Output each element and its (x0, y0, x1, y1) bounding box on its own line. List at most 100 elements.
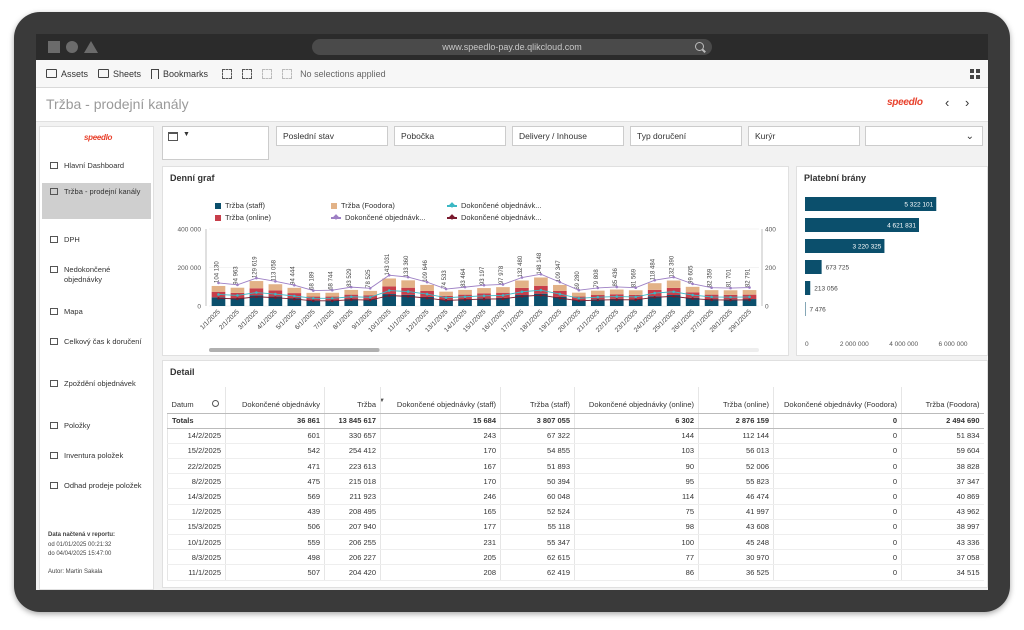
bar-segment (647, 296, 662, 306)
filter-posledni-stav[interactable]: Poslední stav (276, 126, 388, 146)
table-cell: 471 (225, 458, 325, 475)
table-cell: 0 (773, 534, 902, 551)
col-datum[interactable]: Datum (167, 387, 226, 414)
chart-icon (50, 236, 58, 243)
legend-online[interactable]: Tržba (online) (215, 213, 271, 222)
filter-delivery-inhouse[interactable]: Delivery / Inhouse (512, 126, 624, 146)
sidebar-item-trzba[interactable]: Tržba - prodejní kanály (42, 183, 151, 219)
bar-data-label: 118 484 (651, 258, 657, 280)
table-cell: 14/2/2025 (167, 428, 226, 444)
y-tick-label: 0 (197, 304, 201, 311)
y2-tick-label: 0 (765, 304, 769, 311)
col-dokoncene-online[interactable]: Dokončené objednávky (online) (574, 387, 699, 414)
sidebar-item-inventura[interactable]: Inventura položek (42, 447, 151, 465)
table-cell: 3 807 055 (500, 413, 575, 429)
col-trzba-online[interactable]: Tržba (online) (698, 387, 774, 414)
table-row[interactable]: 22/2/2025 471 223 613 167 51 893 90 52 006 0 38 … (167, 458, 984, 475)
sidebar-item-hlavni-dashboard[interactable]: Hlavní Dashboard (42, 157, 151, 175)
table-row[interactable]: 15/2/2025 542 254 412 170 54 855 103 56 013 0 59… (167, 443, 984, 460)
col-dokoncene-staff[interactable]: Dokončené objednávky (staff) (380, 387, 501, 414)
search-icon[interactable] (211, 399, 219, 407)
table-row[interactable]: 8/2/2025 475 215 018 170 50 394 95 55 823 0 37 3… (167, 473, 984, 490)
scrollbar-thumb[interactable] (209, 348, 380, 352)
filter-typ-doruceni[interactable]: Typ doručení (630, 126, 742, 146)
sidebar-item-nedokoncene[interactable]: Nedokončené objednávky (42, 261, 151, 289)
table-cell: 54 855 (500, 443, 575, 460)
device-frame: www.speedlo-pay.de.qlikcloud.com Assets … (14, 12, 1010, 612)
sidebar-item-zpozdeni[interactable]: Zpoždění objednávek (42, 375, 151, 393)
bar-data-label: 133 360 (404, 255, 410, 277)
table-row[interactable]: 14/2/2025 601 330 657 243 67 322 144 112 144 0 5… (167, 428, 984, 444)
table-cell: 165 (380, 504, 501, 520)
col-dokoncene[interactable]: Dokončené objednávky (225, 387, 325, 414)
selection-tool-icon[interactable] (242, 68, 253, 79)
legend-foodora[interactable]: Tržba (Foodora) (331, 201, 395, 210)
filter-dropdown[interactable]: ⌄ (865, 126, 983, 146)
line-point (748, 298, 751, 302)
assets-button[interactable]: Assets (46, 69, 88, 79)
table-cell: 0 (773, 413, 902, 429)
chevron-right-icon[interactable]: › (965, 95, 970, 110)
bar-data-label: 132 480 (518, 255, 524, 277)
bar-data-label: 4 621 831 (887, 223, 916, 230)
table-row[interactable]: 11/1/2025 507 204 420 208 62 419 86 36 525 0 34 … (167, 564, 984, 581)
sidebar-item-label: Odhad prodeje položek (64, 481, 142, 490)
bar-segment (590, 290, 605, 296)
line-point (406, 275, 410, 279)
chevron-left-icon[interactable]: ‹ (945, 95, 950, 110)
bookmarks-button[interactable]: Bookmarks (151, 68, 208, 79)
col-trzba-staff[interactable]: Tržba (staff) (500, 387, 575, 414)
table-cell: 86 (574, 564, 699, 581)
filter-pobocka[interactable]: Pobočka (394, 126, 506, 146)
legend-orders-1[interactable]: Dokončené objednávk... (447, 201, 541, 210)
step-back-icon[interactable] (262, 68, 273, 79)
table-cell: 50 394 (500, 473, 575, 490)
clear-selections-icon[interactable] (282, 68, 293, 79)
legend-orders-3[interactable]: Dokončené objednávk... (447, 213, 541, 222)
line-point (330, 299, 334, 303)
smart-search-icon[interactable] (222, 68, 233, 79)
table-row[interactable]: 14/3/2025 569 211 923 246 60 048 114 46 474 0 40… (167, 488, 984, 505)
bar-segment (382, 294, 396, 306)
table-cell: 2 876 159 (698, 413, 774, 429)
table-cell: 103 (574, 443, 699, 460)
sidebar-item-mapa[interactable]: Mapa (42, 303, 151, 321)
bar-segment (628, 290, 643, 295)
table-cell: 38 997 (901, 519, 984, 536)
table-row[interactable]: 1/2/2025 439 208 495 165 52 524 75 41 997 0 43 9… (167, 504, 984, 520)
table-cell: 15/3/2025 (167, 519, 226, 536)
search-icon[interactable] (695, 42, 704, 51)
date-picker[interactable]: ▼ (162, 126, 269, 160)
sidebar-item-polozky[interactable]: Položky (42, 417, 151, 435)
col-trzba-foodora[interactable]: Tržba (Foodora) (901, 387, 984, 414)
line-point (349, 295, 353, 299)
legend-staff[interactable]: Tržba (staff) (215, 201, 265, 210)
filter-kuryr[interactable]: Kurýr (748, 126, 860, 146)
sidebar-item-dph[interactable]: DPH (42, 231, 151, 249)
sidebar-item-odhad[interactable]: Odhad prodeje položek (42, 477, 151, 495)
table-cell: 15 684 (380, 413, 501, 429)
legend-orders-2[interactable]: Dokončené objednávk... (331, 213, 425, 222)
bar-data-label: 82 791 (746, 268, 752, 287)
table-cell: 41 997 (698, 504, 774, 520)
bar-segment (477, 298, 491, 306)
sheets-button[interactable]: Sheets (98, 69, 141, 79)
table-row[interactable]: 15/3/2025 506 207 940 177 55 118 98 43 608 0 38 … (167, 519, 984, 536)
grid-menu-icon[interactable] (970, 69, 980, 79)
table-row[interactable]: 8/3/2025 498 206 227 205 62 615 77 30 970 0 37 0… (167, 549, 984, 566)
line-point (217, 281, 220, 285)
table-cell: 11/1/2025 (167, 564, 226, 581)
table-row[interactable]: 10/1/2025 559 206 255 231 55 347 100 45 248 0 43… (167, 534, 984, 551)
chart-icon (50, 452, 58, 459)
payment-bar (805, 197, 937, 211)
payments-chart[interactable]: 0 2 000 000 4 000 000 6 000 000 5 322 101 4 6… (797, 167, 988, 357)
table-cell: 0 (773, 564, 902, 581)
line-point (482, 294, 486, 298)
bar-data-label: 68 744 (328, 271, 334, 290)
url-bar[interactable]: www.speedlo-pay.de.qlikcloud.com (312, 39, 712, 55)
col-trzba[interactable]: Tržba (324, 387, 381, 414)
col-dokoncene-foodora[interactable]: Dokončené objednávky (Foodora) (773, 387, 902, 414)
bar-segment (590, 299, 605, 306)
sidebar-item-celkovy-cas[interactable]: Celkový čas k doručení (42, 333, 151, 351)
